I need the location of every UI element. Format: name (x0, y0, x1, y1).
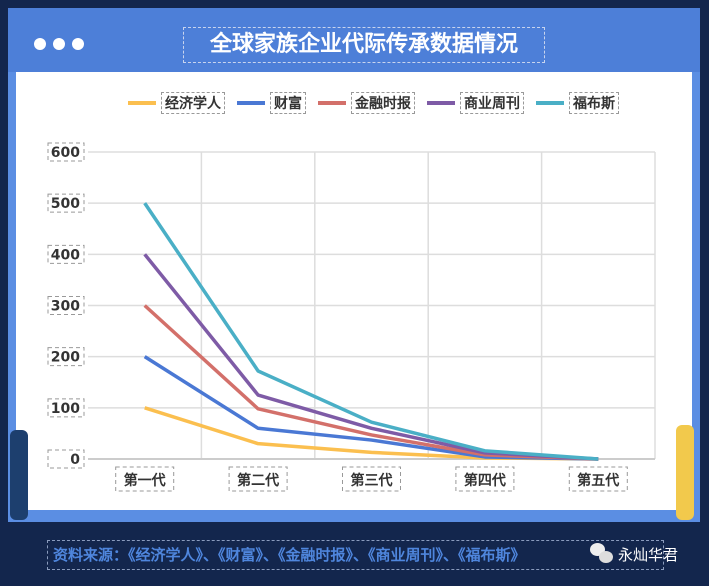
y-tick-box (47, 244, 85, 264)
legend-swatch (536, 101, 564, 105)
y-tick-label: 0 (70, 452, 80, 468)
chart-legend: 经济学人 财富 金融时报 商业周刊 福布斯 (128, 92, 619, 114)
y-tick-box (47, 398, 85, 418)
x-tick-box (455, 466, 515, 492)
y-tick-box (47, 449, 85, 469)
legend-label: 金融时报 (351, 92, 415, 114)
x-tick-label: 第三代 (351, 472, 393, 489)
y-tick-box (47, 193, 85, 213)
y-tick-label: 600 (51, 145, 80, 161)
businessman-illustration (676, 425, 694, 520)
x-tick-label: 第四代 (464, 472, 506, 489)
legend-item[interactable]: 商业周刊 (427, 92, 524, 114)
source-note: 资料来源：《经济学人》、《财富》、《金融时报》、《商业周刊》、《福布斯》 (47, 540, 664, 570)
y-tick-label: 300 (51, 299, 80, 315)
y-tick-box (47, 142, 85, 162)
legend-label: 福布斯 (569, 92, 619, 114)
y-tick-box (47, 347, 85, 367)
y-tick-box (47, 296, 85, 315)
window-dots-icon (34, 38, 84, 50)
watermark: 永灿华君 (590, 543, 678, 565)
x-tick-label: 第二代 (237, 472, 279, 489)
x-tick-box (115, 466, 175, 492)
legend-item[interactable]: 财富 (237, 92, 306, 114)
x-tick-box (342, 466, 401, 492)
businessman-illustration (10, 430, 28, 520)
legend-swatch (128, 101, 156, 105)
series-line-福布斯 (143, 202, 599, 461)
y-tick-label: 500 (51, 196, 80, 212)
x-tick-box (568, 466, 628, 492)
header-bar (8, 8, 700, 72)
series-line-金融时报 (143, 304, 599, 461)
x-tick-label: 第一代 (124, 472, 166, 489)
legend-label: 财富 (270, 92, 306, 114)
legend-swatch (427, 101, 455, 105)
x-tick-box (228, 466, 288, 492)
y-tick-label: 200 (51, 350, 80, 366)
legend-label: 经济学人 (161, 92, 225, 114)
y-tick-label: 400 (51, 247, 80, 263)
legend-swatch (237, 101, 265, 105)
wechat-icon (590, 543, 614, 565)
y-tick-label: 100 (51, 401, 80, 417)
x-tick-label: 第五代 (577, 472, 619, 489)
legend-label: 商业周刊 (460, 92, 524, 114)
legend-swatch (318, 101, 346, 105)
page-title: 全球家族企业代际传承数据情况 (183, 27, 545, 63)
legend-item[interactable]: 金融时报 (318, 92, 415, 114)
legend-item[interactable]: 福布斯 (536, 92, 619, 114)
legend-item[interactable]: 经济学人 (128, 92, 225, 114)
